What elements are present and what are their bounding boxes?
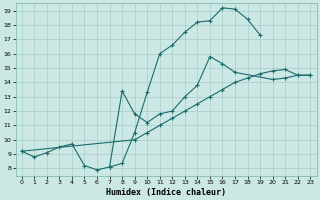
X-axis label: Humidex (Indice chaleur): Humidex (Indice chaleur): [106, 188, 226, 197]
